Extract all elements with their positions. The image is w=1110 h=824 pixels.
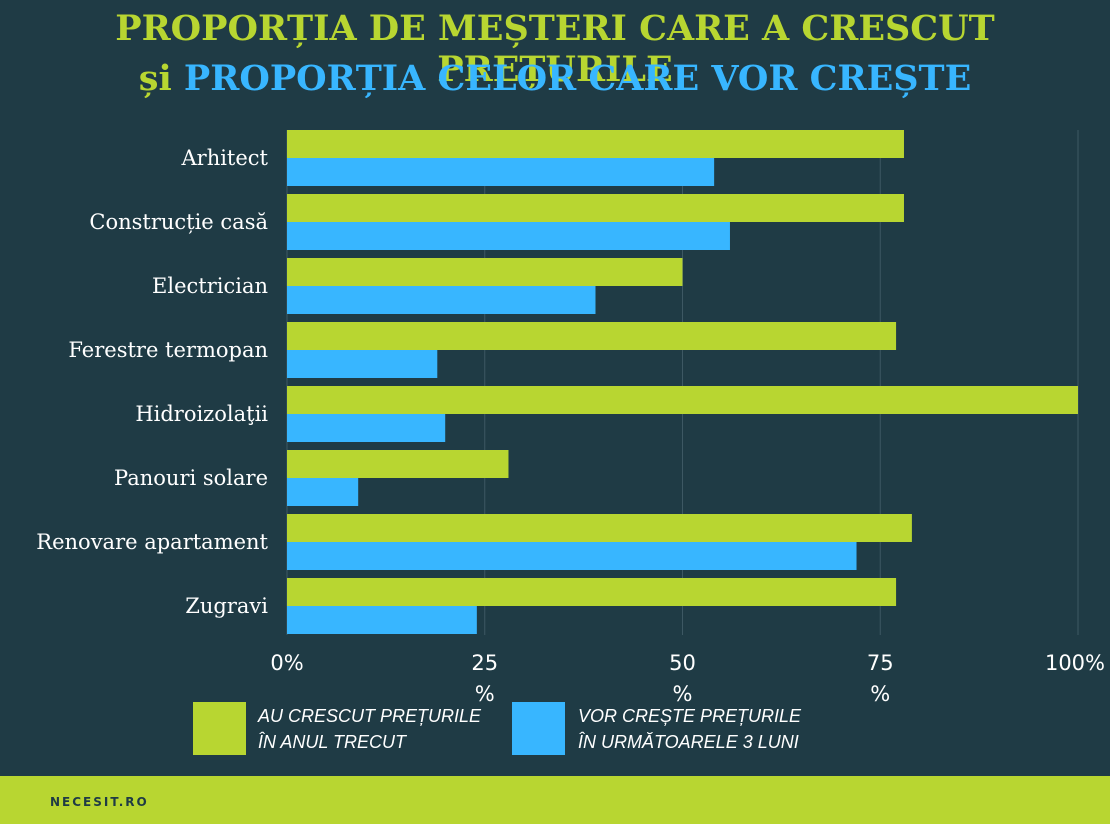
category-label: Electrician bbox=[152, 274, 268, 298]
footer-bar: NECESIT.RO bbox=[0, 776, 1110, 824]
tick-unit-label: % bbox=[475, 682, 495, 706]
brand-logo-text: NECESIT.RO bbox=[50, 795, 149, 809]
legend-label-line1: VOR CREȘTE PREȚURILE bbox=[578, 706, 802, 726]
bar-blue bbox=[287, 414, 446, 442]
tick-label: 100% bbox=[1045, 651, 1105, 675]
bar-green bbox=[287, 258, 683, 286]
bar-green bbox=[287, 130, 904, 158]
legend-swatch-green bbox=[193, 702, 246, 755]
tick-label: 50 bbox=[669, 651, 696, 675]
bar-chart: Arhitect Construcție casă Electrician Feres… bbox=[36, 130, 1105, 706]
legend-label-line2: ÎN ANUL TRECUT bbox=[258, 732, 407, 752]
bar-green bbox=[287, 194, 904, 222]
bar-blue bbox=[287, 286, 596, 314]
title-rest: PROPORȚIA CELOR CARE VOR CREȘTE bbox=[171, 58, 972, 99]
bar-blue bbox=[287, 350, 438, 378]
tick-unit-label: % bbox=[673, 682, 693, 706]
legend-label-line1: AU CRESCUT PREȚURILE bbox=[258, 706, 482, 726]
legend-swatch-blue bbox=[512, 702, 565, 755]
bar-blue bbox=[287, 158, 715, 186]
bar-blue bbox=[287, 222, 730, 250]
bar-blue bbox=[287, 606, 477, 634]
tick-label: 75 bbox=[867, 651, 894, 675]
bar-green bbox=[287, 386, 1078, 414]
bar-blue bbox=[287, 542, 857, 570]
bar-green bbox=[287, 450, 509, 478]
bar-green bbox=[287, 578, 897, 606]
legend-text-green: AU CRESCUT PREȚURILE ÎN ANUL TRECUT bbox=[258, 703, 481, 755]
tick-unit-label: % bbox=[870, 682, 890, 706]
category-label: Construcție casă bbox=[89, 210, 268, 234]
category-label: Arhitect bbox=[180, 146, 268, 170]
chart-title-line1: PROPORȚIA DE MEȘTERI CARE A CRESCUT PREȚ… bbox=[115, 8, 995, 90]
category-label: Ferestre termopan bbox=[68, 338, 268, 362]
category-label: Renovare apartament bbox=[36, 530, 268, 554]
bar-green bbox=[287, 514, 912, 542]
bar-green bbox=[287, 322, 897, 350]
title-prefix: și bbox=[138, 58, 172, 99]
category-label: Panouri solare bbox=[114, 466, 268, 490]
tick-label: 0% bbox=[270, 651, 303, 675]
category-label: Hidroizolaţii bbox=[135, 402, 268, 426]
tick-label: 25 bbox=[471, 651, 498, 675]
category-label: Zugravi bbox=[185, 594, 268, 618]
bar-blue bbox=[287, 478, 359, 506]
legend-label-line2: ÎN URMĂTOARELE 3 LUNI bbox=[578, 732, 799, 752]
legend-text-blue: VOR CREȘTE PREȚURILE ÎN URMĂTOARELE 3 LU… bbox=[578, 703, 801, 755]
chart-title-line2: și PROPORȚIA CELOR CARE VOR CREȘTE bbox=[0, 58, 1110, 99]
